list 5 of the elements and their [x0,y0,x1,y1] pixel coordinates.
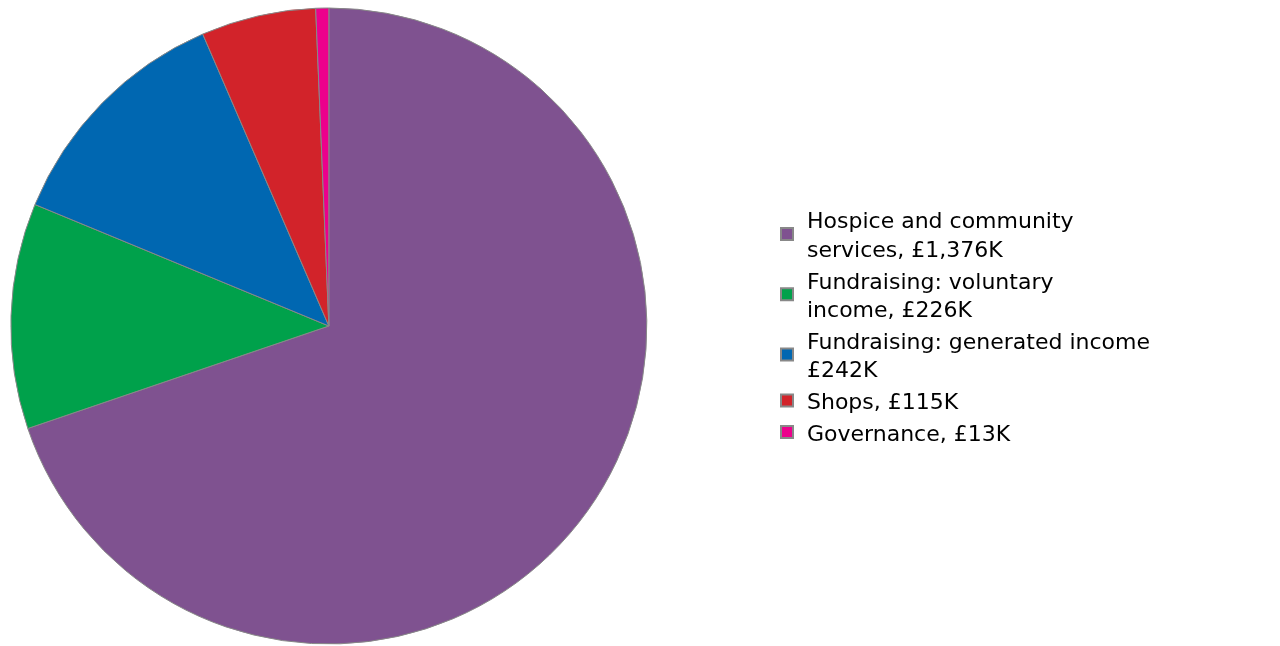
legend-label: Fundraising: voluntary income, £226K [807,268,1054,323]
legend-label: Fundraising: generated income £242K [807,328,1151,383]
legend-label: Governance, £13K [807,420,1011,446]
legend-label: Hospice and community services, £1,376K [807,208,1074,262]
legend-label: Shops, £115K [807,388,959,414]
